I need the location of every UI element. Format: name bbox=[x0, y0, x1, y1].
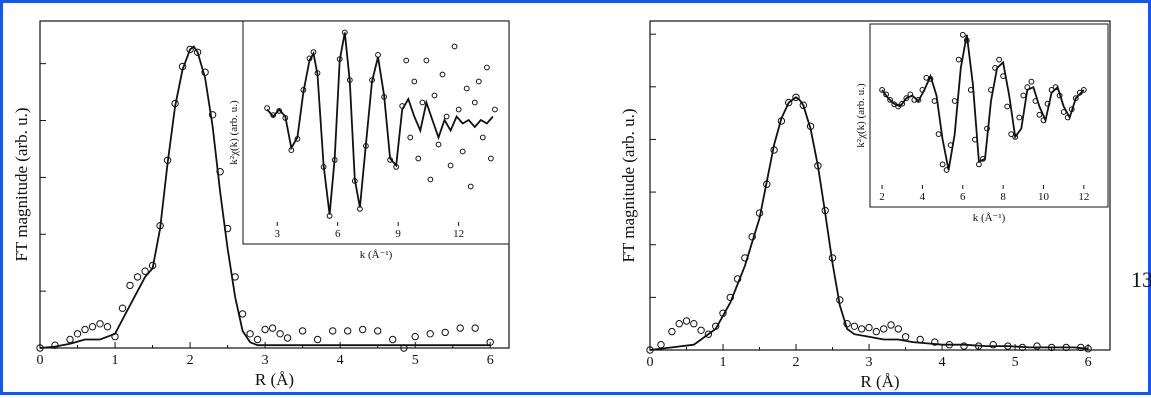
left-main-data-point bbox=[472, 325, 478, 331]
right-x-axis-label: R (Å) bbox=[860, 372, 899, 391]
exafs-figure: 0123456R (Å)FT magnitude (arb. u.)36912k… bbox=[3, 3, 1151, 398]
left-main-data-point bbox=[457, 325, 463, 331]
right-x-tick-label: 4 bbox=[939, 355, 946, 370]
right-inset-x-tick-label: 6 bbox=[960, 191, 966, 203]
right-main-data-point bbox=[691, 321, 697, 327]
right-inset-x-axis-label: k (Å⁻¹) bbox=[973, 212, 1006, 224]
right-x-tick-label: 3 bbox=[866, 355, 873, 370]
right-chart: 0123456R (Å)FT magnitude (arb. u.)246810… bbox=[619, 21, 1110, 391]
left-inset-x-tick-label: 3 bbox=[274, 228, 280, 240]
left-x-tick-label: 6 bbox=[487, 353, 494, 368]
right-main-data-point bbox=[859, 326, 865, 332]
left-main-data-point bbox=[427, 331, 433, 337]
left-main-data-point bbox=[239, 311, 245, 317]
left-main-data-point bbox=[254, 336, 260, 342]
right-inset-x-tick-label: 4 bbox=[920, 191, 926, 203]
right-main-data-point bbox=[669, 328, 675, 334]
right-x-tick-label: 2 bbox=[793, 355, 800, 370]
left-main-data-point bbox=[375, 328, 381, 334]
page-number: 13 bbox=[1131, 267, 1151, 293]
left-main-data-point bbox=[89, 324, 95, 330]
right-main-data-point bbox=[851, 323, 857, 329]
left-main-data-point bbox=[360, 326, 366, 332]
left-inset-x-axis-label: k (Å⁻¹) bbox=[360, 249, 393, 261]
left-main-data-point bbox=[67, 336, 73, 342]
right-inset-y-axis-label: k²χ(k) (arb. u.) bbox=[855, 83, 867, 148]
right-main-data-point bbox=[658, 342, 664, 348]
right-main-data-point bbox=[683, 318, 689, 324]
left-x-tick-label: 3 bbox=[262, 353, 269, 368]
left-main-data-point bbox=[127, 282, 133, 288]
left-main-data-point bbox=[442, 329, 448, 335]
right-inset-chart: 2 4 6 8 10 12 k (Å⁻¹) k²χ(k) (arb. u.) bbox=[855, 24, 1108, 224]
right-main-data-point bbox=[895, 326, 901, 332]
right-inset-x-tick-label: 2 bbox=[879, 191, 885, 203]
right-x-tick-label: 5 bbox=[1012, 355, 1019, 370]
left-main-data-point bbox=[74, 331, 80, 337]
left-inset-x-tick-label: 6 bbox=[335, 228, 341, 240]
left-x-tick-label: 1 bbox=[112, 353, 119, 368]
right-main-data-point bbox=[866, 324, 872, 330]
right-main-data-point bbox=[881, 326, 887, 332]
right-x-tick-label: 6 bbox=[1085, 355, 1092, 370]
right-x-tick-label: 1 bbox=[720, 355, 727, 370]
left-main-data-point bbox=[277, 331, 283, 337]
left-main-data-point bbox=[97, 321, 103, 327]
right-main-data-point bbox=[1034, 343, 1040, 349]
left-main-data-point bbox=[262, 326, 268, 332]
left-x-tick-label: 2 bbox=[187, 353, 194, 368]
left-y-axis-label: FT magnitude (arb. u.) bbox=[12, 107, 31, 261]
right-main-data-point bbox=[888, 322, 894, 328]
left-main-data-point bbox=[119, 305, 125, 311]
left-main-data-point bbox=[134, 274, 140, 280]
right-inset-x-tick-label: 8 bbox=[1000, 191, 1006, 203]
left-inset-x-tick-label: 9 bbox=[395, 228, 401, 240]
left-main-data-point bbox=[390, 336, 396, 342]
right-y-axis-label: FT magnitude (arb. u.) bbox=[619, 108, 638, 262]
left-x-tick-label: 0 bbox=[37, 353, 44, 368]
right-inset-x-tick-label: 12 bbox=[1078, 191, 1089, 203]
left-inset-y-axis-label: k²χ(k) (arb. u.) bbox=[228, 100, 240, 165]
left-chart: 0123456R (Å)FT magnitude (arb. u.)36912k… bbox=[12, 21, 509, 389]
right-x-tick-label: 0 bbox=[647, 355, 654, 370]
left-main-data-point bbox=[314, 336, 320, 342]
left-inset-x-tick-label: 12 bbox=[453, 228, 464, 240]
left-main-data-point bbox=[247, 331, 253, 337]
left-main-data-point bbox=[299, 328, 305, 334]
left-x-tick-label: 5 bbox=[412, 353, 419, 368]
left-main-data-point bbox=[284, 335, 290, 341]
right-inset-x-tick-label: 10 bbox=[1038, 191, 1050, 203]
right-main-data-point bbox=[676, 321, 682, 327]
left-main-data-point bbox=[412, 333, 418, 339]
left-main-data-point bbox=[104, 324, 110, 330]
right-main-data-point bbox=[873, 328, 879, 334]
right-main-data-point bbox=[902, 334, 908, 340]
left-main-data-point bbox=[269, 325, 275, 331]
left-main-data-point bbox=[82, 326, 88, 332]
left-inset-chart: 3 6 9 12 k (Å⁻¹) k²χ(k) (arb. u.) bbox=[228, 21, 509, 261]
left-main-data-point bbox=[330, 328, 336, 334]
right-main-data-point bbox=[698, 327, 704, 333]
right-main-data-point bbox=[917, 336, 923, 342]
left-x-axis-label: R (Å) bbox=[255, 370, 294, 389]
left-main-data-point bbox=[142, 268, 148, 274]
left-main-data-point bbox=[345, 328, 351, 334]
left-x-tick-label: 4 bbox=[337, 353, 344, 368]
